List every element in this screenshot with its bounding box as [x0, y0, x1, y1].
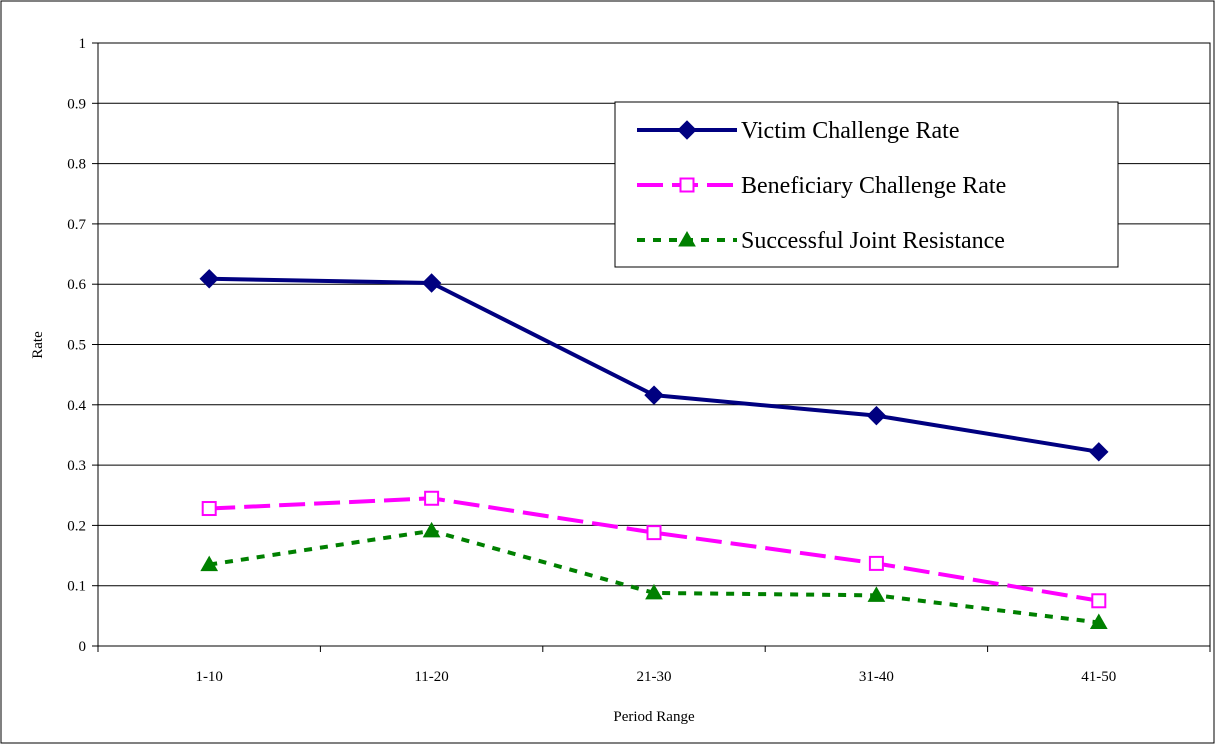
y-tick-label: 1 [79, 36, 87, 52]
data-point [424, 490, 440, 506]
data-point [1089, 442, 1109, 462]
y-tick-label: 0 [79, 639, 87, 655]
y-tick-label: 0.9 [67, 96, 86, 112]
data-point [1091, 593, 1107, 609]
data-point [644, 385, 664, 405]
y-tick-label: 0.5 [67, 338, 86, 354]
series-3 [200, 521, 1108, 629]
x-axis-title: Period Range [613, 709, 695, 725]
legend-marker [678, 230, 696, 247]
legend-label: Beneficiary Challenge Rate [741, 173, 1006, 199]
legend-entry: Beneficiary Challenge Rate [637, 173, 1006, 199]
data-point [866, 405, 887, 426]
axes: 0 0.1 0.2 0.3 0.4 0.5 0.6 0.7 0.8 0.9 1 1-10 11-20 21… [67, 36, 1211, 685]
y-tick-label: 0.6 [67, 277, 86, 293]
data-point [868, 555, 884, 571]
y-tick-label: 0.1 [67, 579, 86, 595]
series-1 [199, 269, 1109, 462]
data-point [867, 586, 886, 602]
data-point [200, 555, 219, 572]
x-tick-label: 31-40 [859, 669, 894, 685]
y-tick-label: 0.7 [67, 217, 86, 233]
series-2 [201, 490, 1107, 609]
legend-label: Successful Joint Resistance [741, 228, 1005, 254]
data-point [645, 583, 663, 600]
data-point [646, 525, 662, 541]
y-tick-label: 0.3 [67, 458, 86, 474]
y-tick-label: 0.2 [67, 518, 86, 534]
y-tick-label: 0.4 [67, 398, 86, 414]
legend-marker [679, 177, 695, 193]
x-tick-label: 11-20 [414, 669, 448, 685]
data-point [421, 273, 442, 293]
data-point [422, 521, 441, 538]
legend: Victim Challenge Rate Beneficiary Challen… [614, 101, 1119, 268]
y-axis-title: Rate [30, 331, 46, 359]
data-point [199, 269, 219, 289]
data-point [201, 501, 217, 517]
x-tick-label: 21-30 [637, 669, 672, 685]
x-tick-label: 1-10 [195, 669, 223, 685]
series-group [199, 269, 1109, 629]
x-tick-label: 41-50 [1081, 669, 1116, 685]
y-tick-label: 0.8 [67, 157, 86, 173]
legend-label: Victim Challenge Rate [741, 118, 960, 144]
legend-entry: Successful Joint Resistance [637, 228, 1005, 254]
legend-marker [677, 120, 697, 140]
data-point [1089, 613, 1108, 629]
legend-entry: Victim Challenge Rate [637, 118, 960, 144]
series-line [209, 496, 1100, 603]
